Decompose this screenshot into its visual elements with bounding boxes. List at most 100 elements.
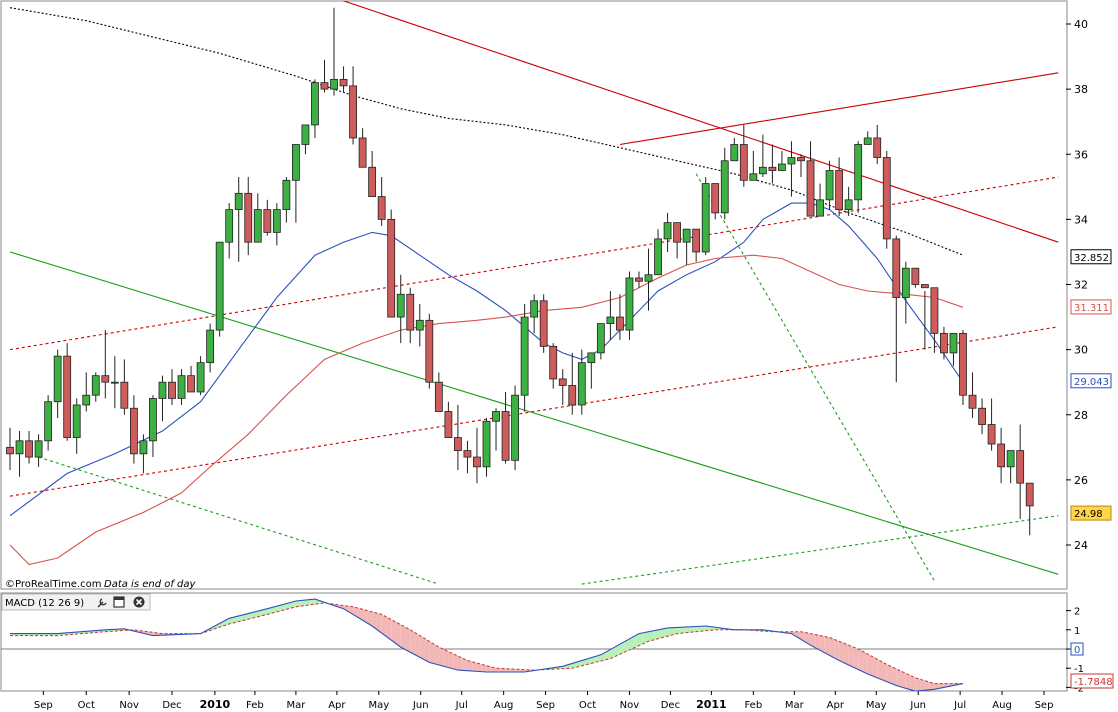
candle-up [110, 381, 119, 384]
macd-histogram-fill [796, 631, 801, 640]
macd-histogram-fill [677, 627, 682, 634]
macd-histogram-fill [643, 631, 649, 644]
candle-up [577, 362, 586, 406]
candle-up [253, 209, 262, 243]
macd-histogram-fill [591, 656, 597, 664]
macd-histogram-fill [500, 668, 506, 673]
candle-down [425, 319, 434, 383]
window-icon[interactable] [113, 596, 125, 608]
candle-down [930, 287, 939, 334]
wrench-icon[interactable] [97, 598, 107, 608]
candle-down [797, 157, 805, 162]
ma-blue-badge [1070, 373, 1112, 389]
candle-down [987, 424, 996, 445]
candle-up [787, 157, 796, 165]
time-tick-label: Nov [119, 700, 139, 711]
candle-up [758, 166, 767, 175]
candle-down [101, 375, 110, 383]
candle-up [663, 222, 672, 240]
macd-histogram-fill [891, 666, 897, 686]
macd-histogram-fill [681, 626, 687, 634]
candle-down [25, 440, 33, 458]
macd-histogram-fill [829, 637, 835, 658]
candle-down [444, 411, 453, 438]
candle-down [568, 385, 577, 406]
candle-down [768, 166, 777, 171]
time-tick-label: Oct [579, 700, 596, 711]
candle-down [835, 170, 844, 211]
candle-down [968, 394, 977, 409]
candle-up [511, 394, 519, 461]
macd-histogram-fill [443, 649, 449, 668]
candle-down [539, 300, 548, 347]
macd-histogram-fill [448, 651, 454, 669]
macd-histogram-fill [262, 608, 268, 616]
macd-histogram-fill [343, 605, 349, 612]
candle-down [959, 332, 967, 396]
macd-value-badge-label: -1.7848 [1074, 677, 1113, 688]
candle-down [920, 284, 929, 289]
candle-up [606, 316, 615, 324]
macd-histogram-fill [362, 609, 368, 624]
candle-down [168, 381, 176, 399]
candle-up [177, 375, 186, 399]
macd-tick-label: -1 [1074, 664, 1084, 675]
candle-up [53, 355, 62, 403]
macd-histogram-fill [300, 600, 306, 607]
macd-zero-badge [1070, 642, 1084, 656]
macd-histogram-fill [214, 623, 220, 629]
macd-histogram-fill [867, 654, 873, 676]
candle-down [6, 446, 14, 455]
macd-histogram-fill [496, 668, 501, 673]
macd-histogram-fill [467, 660, 473, 672]
candle-up [520, 316, 529, 396]
macd-histogram-fill [310, 599, 315, 605]
time-tick-label: Mar [785, 700, 805, 711]
candle-up [482, 420, 491, 468]
macd-histogram-fill [400, 624, 406, 650]
candle-up [863, 137, 872, 145]
candle-up [282, 179, 291, 211]
macd-histogram-fill [505, 668, 511, 673]
candle-down [673, 222, 681, 243]
candle-up [682, 228, 691, 243]
macd-histogram-fill [391, 619, 396, 644]
macd-value-badge [1070, 673, 1114, 689]
time-tick-label: Sep [536, 700, 555, 711]
macd-histogram-fill [586, 657, 592, 665]
macd-histogram-fill [419, 635, 425, 660]
time-tick-label: Dec [162, 700, 181, 711]
candle-up [844, 199, 853, 211]
macd-histogram-fill [834, 639, 840, 661]
price-tick-label: 40 [1074, 18, 1088, 31]
time-tick-label: May [866, 700, 887, 711]
candle-down [339, 78, 348, 87]
candle-down [739, 144, 748, 181]
candle-up [158, 381, 167, 399]
macd-histogram-fill [862, 651, 868, 674]
candle-down [358, 137, 367, 168]
candle-down [692, 228, 701, 253]
macd-histogram-fill [805, 632, 811, 646]
candle-up [139, 440, 148, 455]
ma-red-badge [1070, 299, 1112, 315]
price-tick-label: 34 [1074, 213, 1088, 226]
macd-histogram-fill [853, 647, 859, 670]
macd-histogram-fill [253, 611, 258, 619]
time-tick-label: Mar [286, 700, 306, 711]
time-tick-label: Jun [909, 700, 926, 711]
ma-black-badge [1070, 249, 1112, 265]
price-tick-label: 24 [1074, 539, 1088, 552]
macd-histogram-fill [686, 626, 692, 633]
time-tick-label: May [368, 700, 389, 711]
macd-histogram-fill [843, 643, 849, 665]
trendline [619, 72, 1059, 146]
macd-histogram-fill [839, 641, 844, 663]
macd-histogram-fill [905, 673, 911, 690]
close-icon[interactable] [133, 596, 145, 608]
macd-histogram-fill [858, 649, 863, 672]
macd-histogram-fill [562, 664, 568, 669]
macd-histogram-fill [410, 629, 416, 655]
time-tick-label: Aug [494, 700, 514, 711]
macd-histogram-fill [924, 680, 930, 691]
